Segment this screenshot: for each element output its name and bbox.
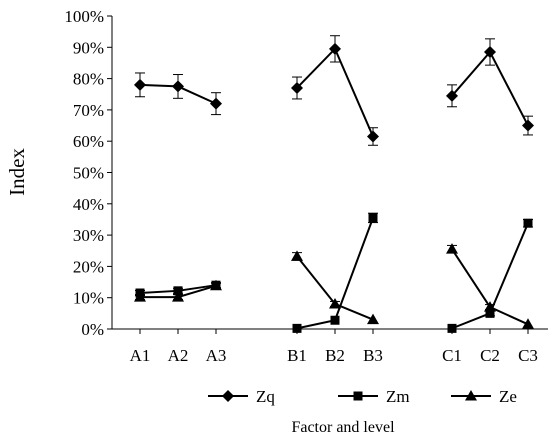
legend-marker (222, 390, 234, 402)
series-ze (134, 243, 534, 329)
y-tick-label: 100% (64, 7, 104, 26)
y-tick-label: 60% (73, 132, 104, 151)
y-tick-label: 0% (81, 320, 104, 339)
legend-label: Zm (386, 387, 410, 406)
data-point (329, 42, 341, 55)
series-zq (134, 35, 534, 146)
data-point (484, 45, 496, 58)
data-point (172, 291, 184, 302)
x-tick-label: A3 (206, 346, 227, 365)
data-point (172, 80, 184, 93)
legend-item-ze: Ze (451, 387, 517, 406)
x-tick-label: B2 (325, 346, 345, 365)
data-point (446, 89, 458, 102)
x-axis-ticks: A1 A2 A3 B1 B2 B3 C1 C2 C3 (130, 329, 538, 365)
y-tick-label: 80% (73, 70, 104, 89)
data-point (523, 218, 533, 228)
x-tick-label: C2 (480, 346, 500, 365)
x-tick-label: A2 (168, 346, 189, 365)
x-tick-label: B3 (363, 346, 383, 365)
legend-item-zm: Zm (338, 387, 410, 406)
data-point (367, 313, 379, 325)
x-tick-label: C1 (442, 346, 462, 365)
y-tick-label: 30% (73, 226, 104, 245)
legend-label: Ze (499, 387, 517, 406)
data-point (367, 130, 379, 143)
y-tick-label: 10% (73, 289, 104, 308)
legend-label: Zq (256, 387, 275, 406)
data-point (368, 213, 378, 223)
series-zm (135, 212, 533, 333)
y-tick-label: 90% (73, 38, 104, 57)
data-point (447, 323, 457, 333)
data-point (330, 315, 340, 325)
data-point (522, 119, 534, 132)
data-point (210, 97, 222, 110)
data-point (484, 301, 496, 312)
data-point (329, 297, 341, 309)
plot-area (134, 35, 534, 333)
y-tick-label: 40% (73, 195, 104, 214)
data-point (292, 323, 302, 333)
x-tick-label: C3 (518, 346, 538, 365)
data-point (291, 81, 303, 94)
y-axis-ticks: 0% 10% 20% 30% 40% 50% 60% 70% 80% 90% 100% (64, 7, 112, 339)
data-point (134, 291, 146, 302)
x-axis-title: Factor and level (291, 419, 395, 436)
legend-marker (465, 390, 477, 401)
series-line (296, 217, 374, 330)
data-point (134, 78, 146, 91)
y-tick-label: 20% (73, 257, 104, 276)
legend-item-zq: Zq (208, 387, 275, 406)
y-tick-label: 70% (73, 101, 104, 120)
series-line (296, 255, 374, 321)
y-tick-label: 50% (73, 164, 104, 183)
data-point (173, 286, 183, 296)
y-axis-title: Index (5, 148, 29, 196)
legend: Zq Zm Ze (208, 387, 517, 406)
legend-marker (353, 391, 363, 401)
data-point (210, 279, 222, 291)
data-point (446, 243, 458, 254)
x-tick-label: B1 (287, 346, 307, 365)
x-tick-label: A1 (130, 346, 151, 365)
data-point (291, 250, 303, 261)
data-point (485, 308, 495, 318)
data-point (522, 318, 534, 329)
